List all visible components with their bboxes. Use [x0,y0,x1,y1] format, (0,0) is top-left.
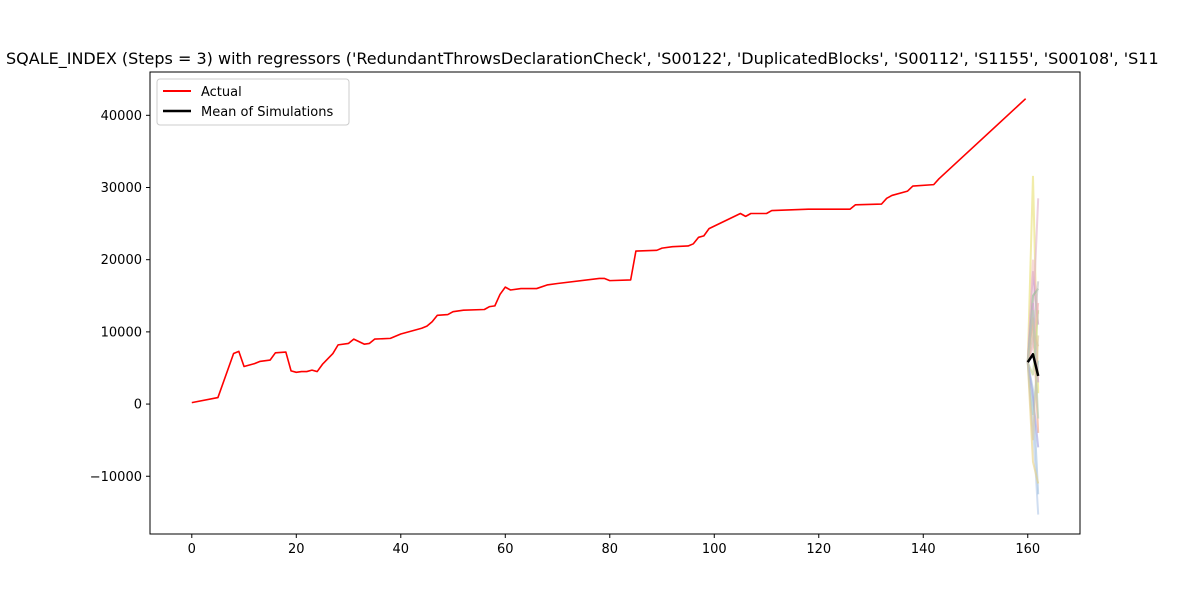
x-tick-label: 40 [393,542,410,557]
y-tick-label: 20000 [101,253,142,268]
legend-label-mean: Mean of Simulations [201,105,333,120]
x-tick-label: 120 [806,542,831,557]
series-line-mean-of-simulations [1026,353,1040,377]
series-lines [191,98,1040,404]
legend-label-actual: Actual [201,85,242,100]
y-tick-label: 0 [134,398,142,413]
x-tick-label: 100 [702,542,727,557]
x-tick-label: 0 [188,542,196,557]
y-tick-label: −10000 [90,470,142,485]
x-tick-label: 80 [602,542,619,557]
y-tick-label: 40000 [101,109,142,124]
x-tick-label: 140 [911,542,936,557]
x-tick-label: 60 [497,542,514,557]
simulation-path [1026,302,1040,363]
legend: Actual Mean of Simulations [156,78,350,126]
y-axis: −10000 0 10000 20000 30000 40000 [90,109,150,485]
simulation-paths [1026,175,1040,515]
chart-title: SQALE_INDEX (Steps = 3) with regressors … [6,49,1159,69]
simulation-path [1026,310,1040,376]
y-tick-label: 30000 [101,181,142,196]
x-tick-label: 160 [1015,542,1040,557]
legend-box [156,78,350,126]
series-line-actual [191,98,1027,404]
y-tick-label: 10000 [101,325,142,340]
plot-frame [149,71,1081,535]
x-axis: 0 20 40 60 80 100 120 140 160 [188,534,1040,557]
x-tick-label: 20 [288,542,305,557]
